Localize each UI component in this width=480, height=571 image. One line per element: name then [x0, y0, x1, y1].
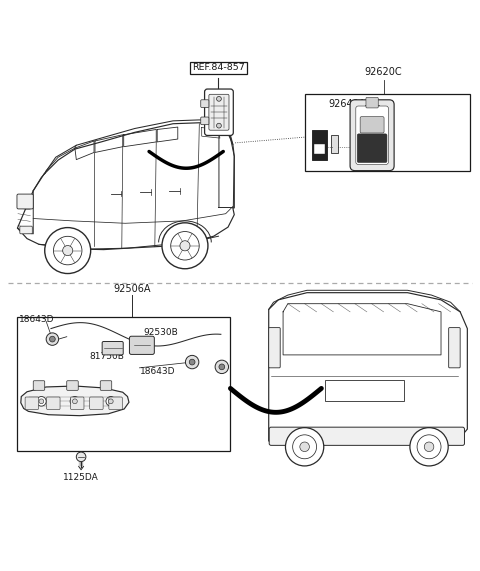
Polygon shape	[17, 123, 234, 250]
Circle shape	[171, 231, 199, 260]
FancyBboxPatch shape	[356, 106, 388, 164]
Text: 92530B: 92530B	[144, 328, 178, 337]
FancyBboxPatch shape	[357, 134, 387, 163]
FancyBboxPatch shape	[314, 144, 325, 154]
Circle shape	[72, 399, 77, 404]
FancyBboxPatch shape	[25, 397, 38, 409]
Circle shape	[39, 399, 44, 404]
Text: 81750B: 81750B	[89, 352, 124, 361]
Circle shape	[49, 336, 55, 342]
Text: 92620C: 92620C	[365, 67, 402, 77]
Circle shape	[162, 223, 208, 269]
Circle shape	[300, 442, 310, 452]
Circle shape	[410, 428, 448, 466]
FancyBboxPatch shape	[350, 100, 394, 171]
Bar	[17, 316, 230, 451]
Circle shape	[108, 399, 113, 404]
FancyBboxPatch shape	[33, 381, 45, 391]
Circle shape	[189, 359, 195, 365]
FancyBboxPatch shape	[269, 427, 465, 445]
Text: 18643D: 18643D	[19, 315, 54, 324]
FancyBboxPatch shape	[449, 328, 460, 368]
Circle shape	[216, 96, 221, 101]
Circle shape	[46, 333, 59, 345]
Circle shape	[185, 355, 199, 369]
Polygon shape	[21, 386, 129, 416]
Circle shape	[286, 428, 324, 466]
FancyBboxPatch shape	[325, 380, 404, 401]
Text: 18643D: 18643D	[140, 367, 175, 376]
Circle shape	[424, 442, 434, 452]
FancyBboxPatch shape	[17, 194, 33, 209]
Circle shape	[215, 360, 228, 373]
FancyBboxPatch shape	[201, 100, 209, 107]
Circle shape	[219, 364, 225, 370]
FancyBboxPatch shape	[109, 397, 122, 409]
Text: REF.84-857: REF.84-857	[192, 63, 245, 73]
Circle shape	[36, 396, 46, 406]
Bar	[305, 94, 470, 171]
Circle shape	[63, 246, 73, 256]
FancyBboxPatch shape	[47, 397, 60, 409]
Circle shape	[106, 396, 116, 406]
FancyBboxPatch shape	[269, 328, 280, 368]
FancyBboxPatch shape	[204, 89, 233, 135]
FancyBboxPatch shape	[360, 116, 384, 133]
FancyBboxPatch shape	[90, 397, 103, 409]
FancyBboxPatch shape	[366, 98, 378, 108]
Circle shape	[216, 123, 221, 128]
FancyBboxPatch shape	[20, 226, 32, 234]
Circle shape	[76, 452, 86, 461]
FancyBboxPatch shape	[201, 117, 209, 124]
FancyBboxPatch shape	[100, 381, 112, 391]
FancyBboxPatch shape	[71, 397, 84, 409]
FancyBboxPatch shape	[130, 336, 155, 355]
Text: 92640A: 92640A	[328, 99, 366, 108]
FancyBboxPatch shape	[312, 130, 327, 160]
Polygon shape	[269, 293, 468, 443]
Circle shape	[180, 241, 190, 251]
FancyBboxPatch shape	[209, 94, 229, 130]
Circle shape	[70, 396, 80, 406]
Circle shape	[293, 435, 317, 459]
Circle shape	[417, 435, 441, 459]
Circle shape	[53, 236, 82, 265]
FancyBboxPatch shape	[102, 341, 123, 355]
FancyBboxPatch shape	[331, 135, 337, 153]
Circle shape	[45, 228, 91, 274]
Text: 92506A: 92506A	[114, 284, 151, 293]
FancyBboxPatch shape	[67, 381, 78, 391]
Text: 1125DA: 1125DA	[63, 473, 99, 482]
